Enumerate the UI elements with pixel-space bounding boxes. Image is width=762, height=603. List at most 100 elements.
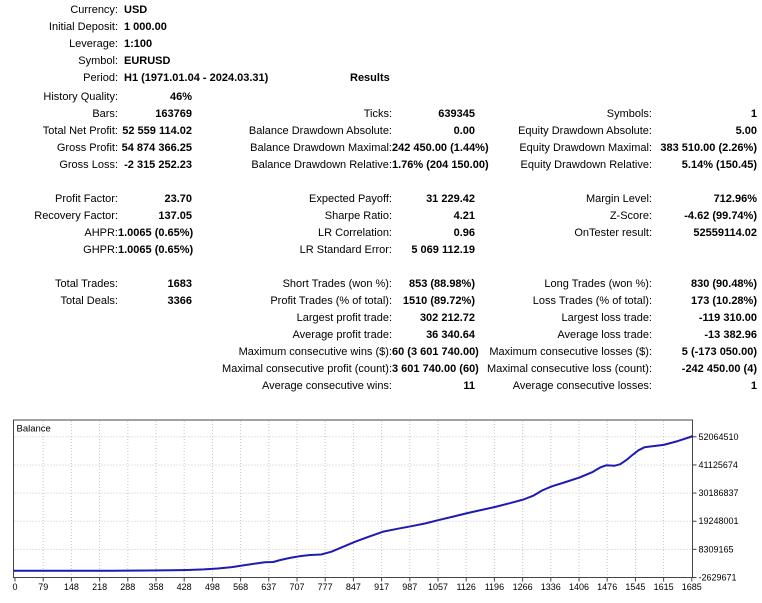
stats-table: History Quality: 46% Bars: 163769 Ticks: 6393… xyxy=(0,89,762,395)
stat-value: 11 xyxy=(463,380,475,392)
stat-label: Recovery Factor: xyxy=(34,210,118,222)
stat-value: 853 (88.98%) xyxy=(408,278,475,290)
stat-label: Gross Profit: xyxy=(56,142,118,154)
x-axis-label: 568 xyxy=(233,582,248,592)
stat-label: Maximal consecutive profit (count): xyxy=(222,363,392,375)
chart-plot-area[interactable] xyxy=(13,419,693,578)
x-axis-label: 1406 xyxy=(569,582,589,592)
balance-chart[interactable]: 0 79 148 218 288 358 428 498 568 637 707 777 847 917 9… xyxy=(0,410,762,600)
stat-value: 0.96 xyxy=(453,227,475,239)
stat-label: Expected Payoff: xyxy=(309,193,392,205)
stat-value: -242 450.00 (4) xyxy=(681,363,757,375)
stat-label xyxy=(0,378,118,395)
stat-label: Symbols: xyxy=(606,108,652,120)
stat-value: 1.0065 (0.65%) xyxy=(118,244,194,256)
y-axis-label: 8309165 xyxy=(699,544,734,554)
stat-value: 712.96% xyxy=(713,193,757,205)
stat-label: Largest loss trade: xyxy=(561,312,653,324)
balance-line xyxy=(13,434,694,572)
stat-label: LR Standard Error: xyxy=(299,244,392,256)
stat-value xyxy=(118,361,192,378)
stat-label xyxy=(475,89,652,106)
stat-value xyxy=(118,378,192,395)
x-axis-label: 428 xyxy=(177,582,192,592)
stat-label: Average loss trade: xyxy=(557,329,652,341)
stat-value: 3 601 740.00 (60) xyxy=(392,363,479,375)
x-axis-label: 1685 xyxy=(682,582,702,592)
balance-chart-svg[interactable]: 0 79 148 218 288 358 428 498 568 637 707 777 847 917 9… xyxy=(0,410,762,600)
stat-value: 5 (-173 050.00) xyxy=(681,346,757,358)
stats-row: Profit Factor: 23.70 Expected Payoff: 31 22… xyxy=(0,191,762,208)
stat-value: 52 559 114.02 xyxy=(122,125,192,137)
currency-label: Currency: xyxy=(70,4,118,16)
x-axis-label: 1196 xyxy=(485,582,504,592)
stat-label: Balance Drawdown Relative: xyxy=(251,159,392,171)
stat-value: 36 340.64 xyxy=(426,329,475,341)
stat-value: 137.05 xyxy=(158,210,192,222)
stat-value: 5 069 112.19 xyxy=(411,244,475,256)
x-axis-label: 1476 xyxy=(597,582,617,592)
stat-label: Loss Trades (% of total): xyxy=(532,295,652,307)
info-row-initial-deposit: Initial Deposit: 1 000.00 xyxy=(0,19,762,36)
x-axis-label: 1545 xyxy=(625,582,645,592)
stat-label: Ticks: xyxy=(363,108,392,120)
x-axis-label: 1615 xyxy=(654,582,674,592)
stat-value xyxy=(118,327,192,344)
stat-value: 1683 xyxy=(167,278,192,290)
stat-value: -2 315 252.23 xyxy=(124,159,192,171)
stat-label: Gross Loss: xyxy=(59,159,118,171)
stat-label: Sharpe Ratio: xyxy=(324,210,392,222)
stat-value: 3366 xyxy=(167,295,192,307)
stat-label: Average consecutive losses: xyxy=(512,380,652,392)
x-axis-label: 498 xyxy=(205,582,220,592)
stat-label: Maximal consecutive loss (count): xyxy=(486,363,652,375)
stat-label: GHPR: xyxy=(83,244,118,256)
stat-label: Maximum consecutive losses ($): xyxy=(489,346,652,358)
stat-value xyxy=(118,310,192,327)
stat-label: OnTester result: xyxy=(574,227,652,239)
stat-label: Short Trades (won %): xyxy=(282,278,392,290)
stats-row: Bars: 163769 Ticks: 639345 Symbols: 1 xyxy=(0,106,762,123)
stats-row: AHPR: 1.0065 (0.65%) LR Correlation: 0.96 On… xyxy=(0,225,762,242)
stat-value: 1.0065 (0.65%) xyxy=(118,227,194,239)
x-axis-label: 358 xyxy=(148,582,163,592)
x-axis-label: 218 xyxy=(92,582,107,592)
x-axis-label: 637 xyxy=(261,582,276,592)
stat-value: 54 874 366.25 xyxy=(121,142,192,154)
stat-value: 31 229.42 xyxy=(426,193,475,205)
stats-row: Recovery Factor: 137.05 Sharpe Ratio: 4.21 Z… xyxy=(0,208,762,225)
stats-row: Total Trades: 1683 Short Trades (won %): 85… xyxy=(0,276,762,293)
stats-row: Largest profit trade: 302 212.72 Largest l… xyxy=(0,310,762,327)
y-axis-label: -2629671 xyxy=(699,573,737,583)
stat-label xyxy=(0,344,118,361)
stat-value xyxy=(392,89,475,106)
period-value: H1 (1971.01.04 - 2024.03.31) xyxy=(124,72,269,84)
stat-value: 52559114.02 xyxy=(693,227,757,239)
stat-label: Largest profit trade: xyxy=(296,312,392,324)
y-axis-label: 19248001 xyxy=(699,516,739,526)
currency-value: USD xyxy=(124,4,148,16)
leverage-label: Leverage: xyxy=(69,38,118,50)
x-axis-label: 79 xyxy=(38,582,48,592)
stat-label: Balance Drawdown Maximal: xyxy=(250,142,392,154)
stat-label: AHPR: xyxy=(84,227,118,239)
y-axis-label: 30186837 xyxy=(699,488,739,498)
stat-label: LR Correlation: xyxy=(318,227,392,239)
y-axis-label: 52064510 xyxy=(699,432,739,442)
info-row-leverage: Leverage: 1:100 xyxy=(0,36,762,53)
x-axis-label: 1266 xyxy=(513,582,533,592)
stats-row: Average profit trade: 36 340.64 Average lo… xyxy=(0,327,762,344)
stat-value: 1 xyxy=(750,380,757,392)
stat-label xyxy=(0,327,118,344)
stat-value xyxy=(652,242,757,259)
x-axis-label: 288 xyxy=(120,582,135,592)
stat-value: 60 (3 601 740.00) xyxy=(392,346,479,358)
stat-label: Z-Score: xyxy=(609,210,652,222)
stat-value xyxy=(652,89,757,106)
x-axis-label: 0 xyxy=(12,582,17,592)
stat-value: 1.76% (204 150.00) xyxy=(392,159,489,171)
stat-label: Balance Drawdown Absolute: xyxy=(248,125,392,137)
stat-value: 242 450.00 (1.44%) xyxy=(392,142,489,154)
stat-value: 0.00 xyxy=(453,125,475,137)
